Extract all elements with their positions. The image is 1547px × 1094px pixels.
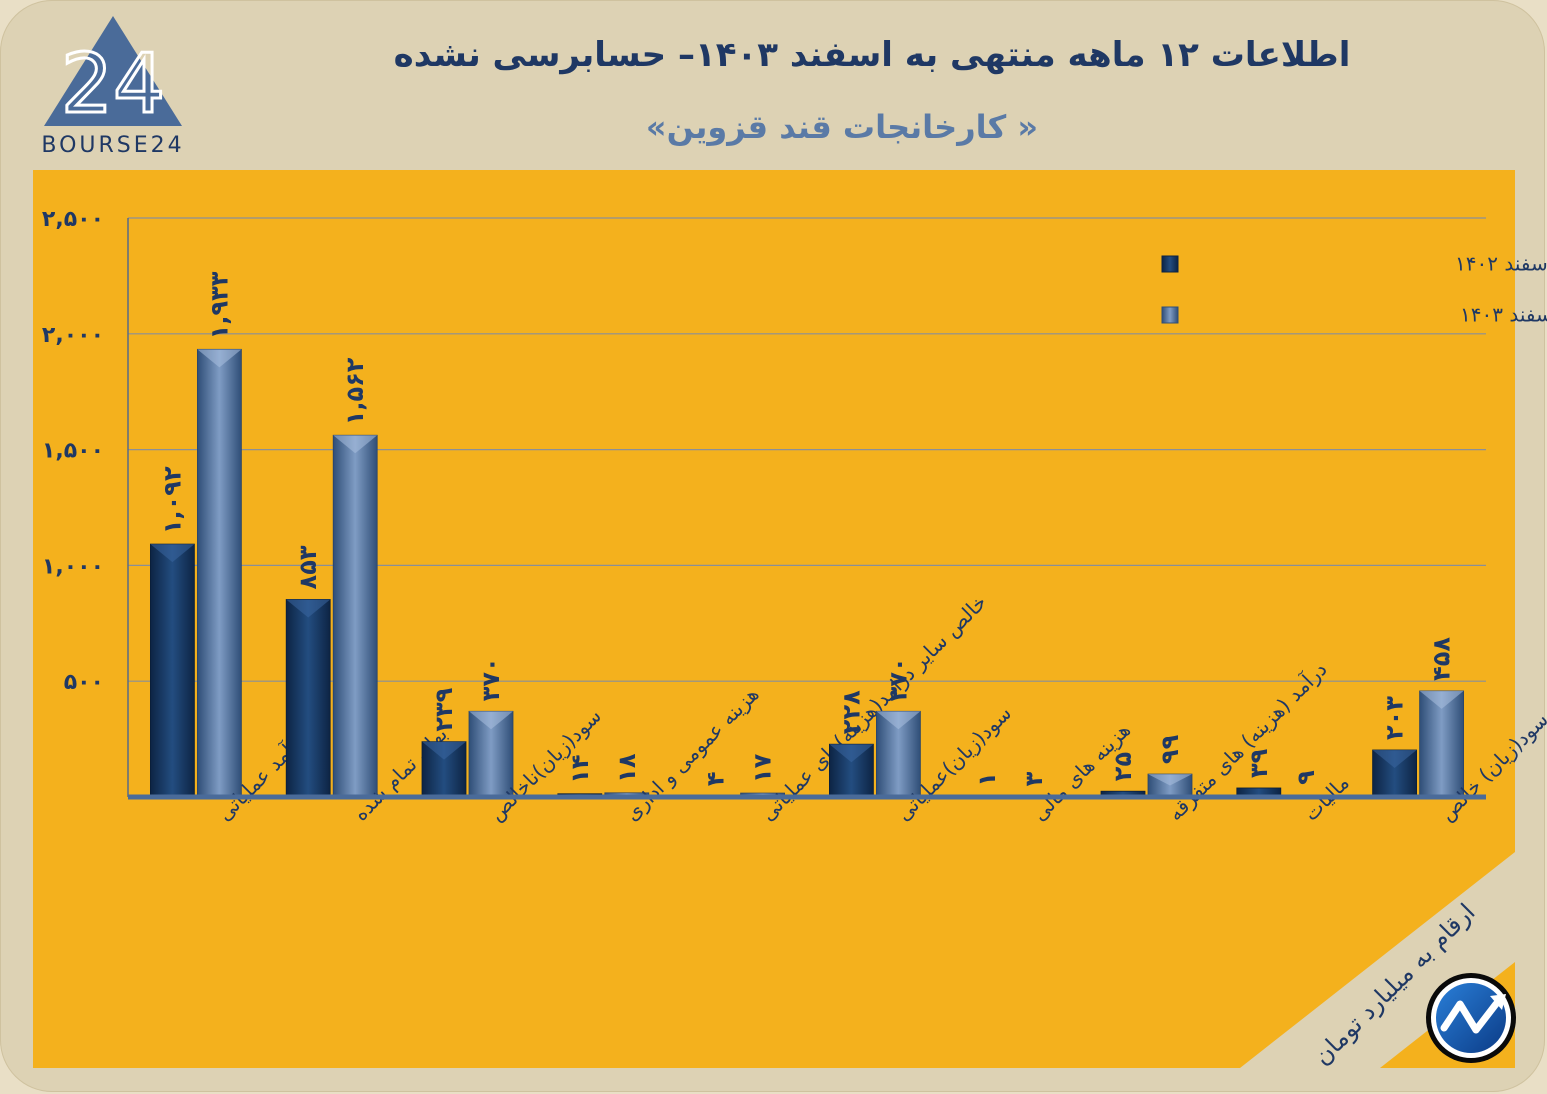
bar-bevel (197, 349, 242, 368)
data-label: ۹۹ (1156, 734, 1184, 764)
logo-mark: 24 (61, 37, 165, 132)
data-label: ۴۵۸ (1428, 637, 1456, 681)
data-label: ۱۷ (749, 753, 777, 783)
bar-bevel (1148, 774, 1192, 786)
data-label: ۸۵۳ (294, 545, 322, 589)
bar-1403 (332, 434, 378, 798)
y-tick-label: ۲,۰۰۰ (42, 323, 104, 348)
legend-label-1403: عملکرد منتهی به اسفند ۱۴۰۳ (1460, 303, 1547, 327)
bar-bevel (333, 435, 378, 454)
bar-bevel (469, 711, 513, 730)
page-subtitle: « کارخانجات قند قزوین» (646, 108, 1038, 146)
bar-bevel (286, 599, 331, 618)
bar-bevel (876, 711, 921, 730)
data-label: ۳۹ (1245, 748, 1273, 778)
y-tick-label: ۱,۵۰۰ (42, 439, 104, 464)
logo-triangle-icon (44, 16, 182, 126)
data-label: ۱,۰۹۲ (158, 466, 186, 534)
bar-bevel (829, 744, 874, 763)
data-label: ۹ (1292, 770, 1320, 785)
y-tick-label: ۵۰۰ (64, 670, 104, 695)
logo-text: BOURSE24 (41, 133, 184, 158)
data-label: ۳۷۰ (884, 657, 912, 701)
y-tick-label: ۱,۰۰۰ (42, 554, 104, 579)
legend-swatch-1402 (1161, 255, 1179, 273)
bar-1403 (196, 348, 242, 798)
page-title: اطلاعات ۱۲ ماهه منتهی به اسفند ۱۴۰۳– حسا… (394, 35, 1351, 75)
bourse24-logo: 24 BOURSE24 (41, 16, 184, 158)
data-label: ۱,۵۶۲ (341, 357, 369, 425)
trend-circle-icon (1426, 973, 1516, 1063)
data-label: ۱ (973, 772, 1001, 787)
bar-bevel (150, 544, 195, 563)
y-tick-label: ۲,۵۰۰ (42, 207, 104, 232)
legend-swatch-1403 (1161, 306, 1179, 324)
data-label: ۱۴ (566, 754, 594, 783)
data-label: ۳ (1020, 771, 1048, 786)
legend-label-1402: عملکرد منتهی به اسفند ۱۴۰۲ (1455, 252, 1547, 276)
bar-bevel (422, 741, 466, 760)
bar-bevel (1372, 749, 1417, 768)
bar-bevel (1419, 690, 1464, 709)
bar-1402 (285, 599, 331, 798)
data-label: ۲۵ (1109, 752, 1137, 781)
data-label: ۱,۹۳۳ (205, 271, 233, 339)
bar-1402 (149, 543, 195, 798)
data-label: ۱۸ (613, 753, 641, 783)
data-label: ۲۰۳ (1381, 696, 1409, 740)
data-label: ۳۷۰ (477, 657, 505, 701)
data-label: ۴ (702, 771, 730, 786)
data-label: ۲۲۸ (837, 690, 865, 734)
data-label: ۲۳۹ (430, 687, 458, 731)
legend: عملکرد منتهی به اسفند ۱۴۰۲ عملکرد منتهی … (1161, 252, 1547, 327)
